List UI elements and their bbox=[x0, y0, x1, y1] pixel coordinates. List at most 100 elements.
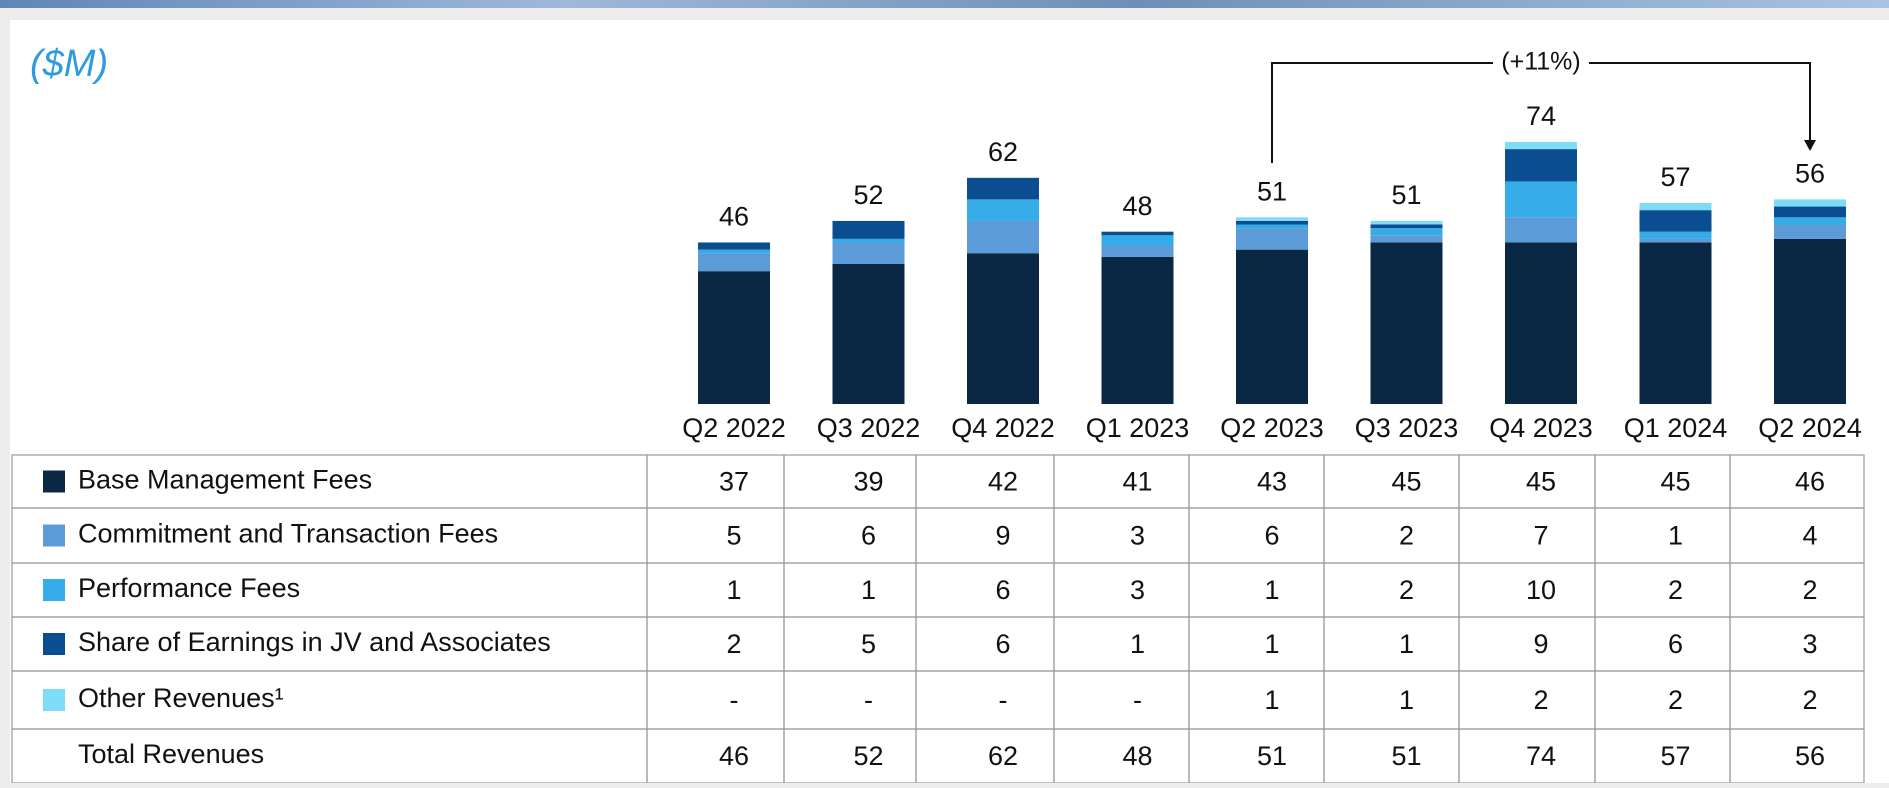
table-total: 48 bbox=[1122, 741, 1152, 771]
table-value: 2 bbox=[1802, 685, 1817, 715]
table-value: 2 bbox=[1399, 575, 1414, 605]
total-label: 52 bbox=[853, 180, 883, 210]
table-value: 6 bbox=[1668, 629, 1683, 659]
table-value: 1 bbox=[1264, 685, 1279, 715]
table-value: 3 bbox=[1130, 521, 1145, 551]
table-value: - bbox=[864, 685, 873, 715]
table-value: 7 bbox=[1533, 521, 1548, 551]
table-value: 1 bbox=[861, 575, 876, 605]
x-tick-label: Q3 2022 bbox=[817, 413, 921, 443]
bar-segment bbox=[1505, 181, 1577, 217]
unit-label: ($M) bbox=[30, 43, 108, 85]
bar-segment bbox=[1236, 225, 1308, 229]
bar-segment bbox=[1774, 239, 1846, 404]
table-value: 45 bbox=[1526, 467, 1556, 497]
bar-segment bbox=[833, 239, 905, 243]
row-label: Share of Earnings in JV and Associates bbox=[78, 627, 551, 657]
table-value: 43 bbox=[1257, 467, 1287, 497]
x-tick-label: Q4 2022 bbox=[951, 413, 1055, 443]
bar-segment bbox=[1371, 221, 1443, 225]
bar-segment bbox=[1371, 242, 1443, 404]
bar-segment bbox=[698, 250, 770, 254]
bar-segment bbox=[1774, 207, 1846, 218]
table-value: 6 bbox=[995, 575, 1010, 605]
table-value: 41 bbox=[1122, 467, 1152, 497]
table-total: 51 bbox=[1391, 741, 1421, 771]
bar-segment bbox=[1236, 217, 1308, 221]
bar-segment bbox=[1371, 228, 1443, 235]
x-tick-label: Q1 2024 bbox=[1624, 413, 1728, 443]
bar-segment bbox=[1774, 225, 1846, 239]
x-tick-label: Q2 2022 bbox=[682, 413, 786, 443]
table-value: - bbox=[730, 685, 739, 715]
total-label: 46 bbox=[719, 202, 749, 232]
bar-segment bbox=[1640, 232, 1712, 239]
table-value: 45 bbox=[1391, 467, 1421, 497]
banner bbox=[0, 0, 1889, 8]
bar-segment bbox=[1505, 242, 1577, 404]
x-tick-label: Q2 2024 bbox=[1758, 413, 1862, 443]
table-value: 39 bbox=[853, 467, 883, 497]
table-value: 6 bbox=[861, 521, 876, 551]
table-value: 5 bbox=[726, 521, 741, 551]
table-value: - bbox=[999, 685, 1008, 715]
total-label: 56 bbox=[1795, 158, 1825, 188]
table-value: 1 bbox=[1130, 629, 1145, 659]
bar-segment bbox=[1236, 221, 1308, 225]
bar-segment bbox=[1774, 199, 1846, 206]
annotation-text: (+11%) bbox=[1501, 48, 1580, 76]
table-value: 1 bbox=[1399, 685, 1414, 715]
legend-swatch bbox=[43, 471, 65, 493]
table-value: 37 bbox=[719, 467, 749, 497]
table-value: 2 bbox=[726, 629, 741, 659]
bar-segment bbox=[1640, 210, 1712, 232]
bar-segment bbox=[1236, 228, 1308, 250]
table-total: 56 bbox=[1795, 741, 1825, 771]
table-total: 74 bbox=[1526, 741, 1556, 771]
bar-segment bbox=[1640, 239, 1712, 243]
panel bbox=[10, 20, 1889, 783]
bar-segment bbox=[1102, 257, 1174, 404]
table-value: 2 bbox=[1533, 685, 1548, 715]
table-value: - bbox=[1133, 685, 1142, 715]
table-total: 51 bbox=[1257, 741, 1287, 771]
table-value: 2 bbox=[1668, 685, 1683, 715]
table-value: 9 bbox=[995, 521, 1010, 551]
legend-swatch bbox=[43, 633, 65, 655]
total-label: 57 bbox=[1660, 162, 1690, 192]
bar-segment bbox=[1102, 235, 1174, 246]
table-value: 3 bbox=[1130, 575, 1145, 605]
bar-segment bbox=[967, 178, 1039, 200]
table-value: 2 bbox=[1399, 521, 1414, 551]
table-value: 5 bbox=[861, 629, 876, 659]
bar-segment bbox=[1102, 232, 1174, 236]
bar-segment bbox=[698, 271, 770, 404]
bar-segment bbox=[698, 242, 770, 249]
legend-swatch bbox=[43, 689, 65, 711]
table-value: 10 bbox=[1526, 575, 1556, 605]
bar-segment bbox=[1505, 149, 1577, 181]
row-label: Commitment and Transaction Fees bbox=[78, 519, 498, 549]
bar-segment bbox=[967, 253, 1039, 404]
row-label: Base Management Fees bbox=[78, 465, 372, 495]
bar-segment bbox=[1505, 217, 1577, 242]
table-total: 46 bbox=[719, 741, 749, 771]
bar-segment bbox=[833, 221, 905, 239]
legend-swatch bbox=[43, 525, 65, 547]
page: ($M) 46Q2 202252Q3 202262Q4 202248Q1 202… bbox=[0, 0, 1889, 783]
total-label: 51 bbox=[1391, 180, 1421, 210]
bar-segment bbox=[833, 242, 905, 264]
bar-segment bbox=[1371, 235, 1443, 242]
bar-segment bbox=[1640, 203, 1712, 210]
table-total: 57 bbox=[1660, 741, 1690, 771]
table-value: 1 bbox=[726, 575, 741, 605]
table-value: 1 bbox=[1668, 521, 1683, 551]
table-value: 46 bbox=[1795, 467, 1825, 497]
table-value: 42 bbox=[988, 467, 1018, 497]
bar-segment bbox=[698, 253, 770, 271]
bar-segment bbox=[967, 199, 1039, 221]
row-label: Total Revenues bbox=[78, 739, 264, 769]
x-tick-label: Q3 2023 bbox=[1355, 413, 1459, 443]
total-label: 74 bbox=[1526, 101, 1556, 131]
table-value: 45 bbox=[1660, 467, 1690, 497]
